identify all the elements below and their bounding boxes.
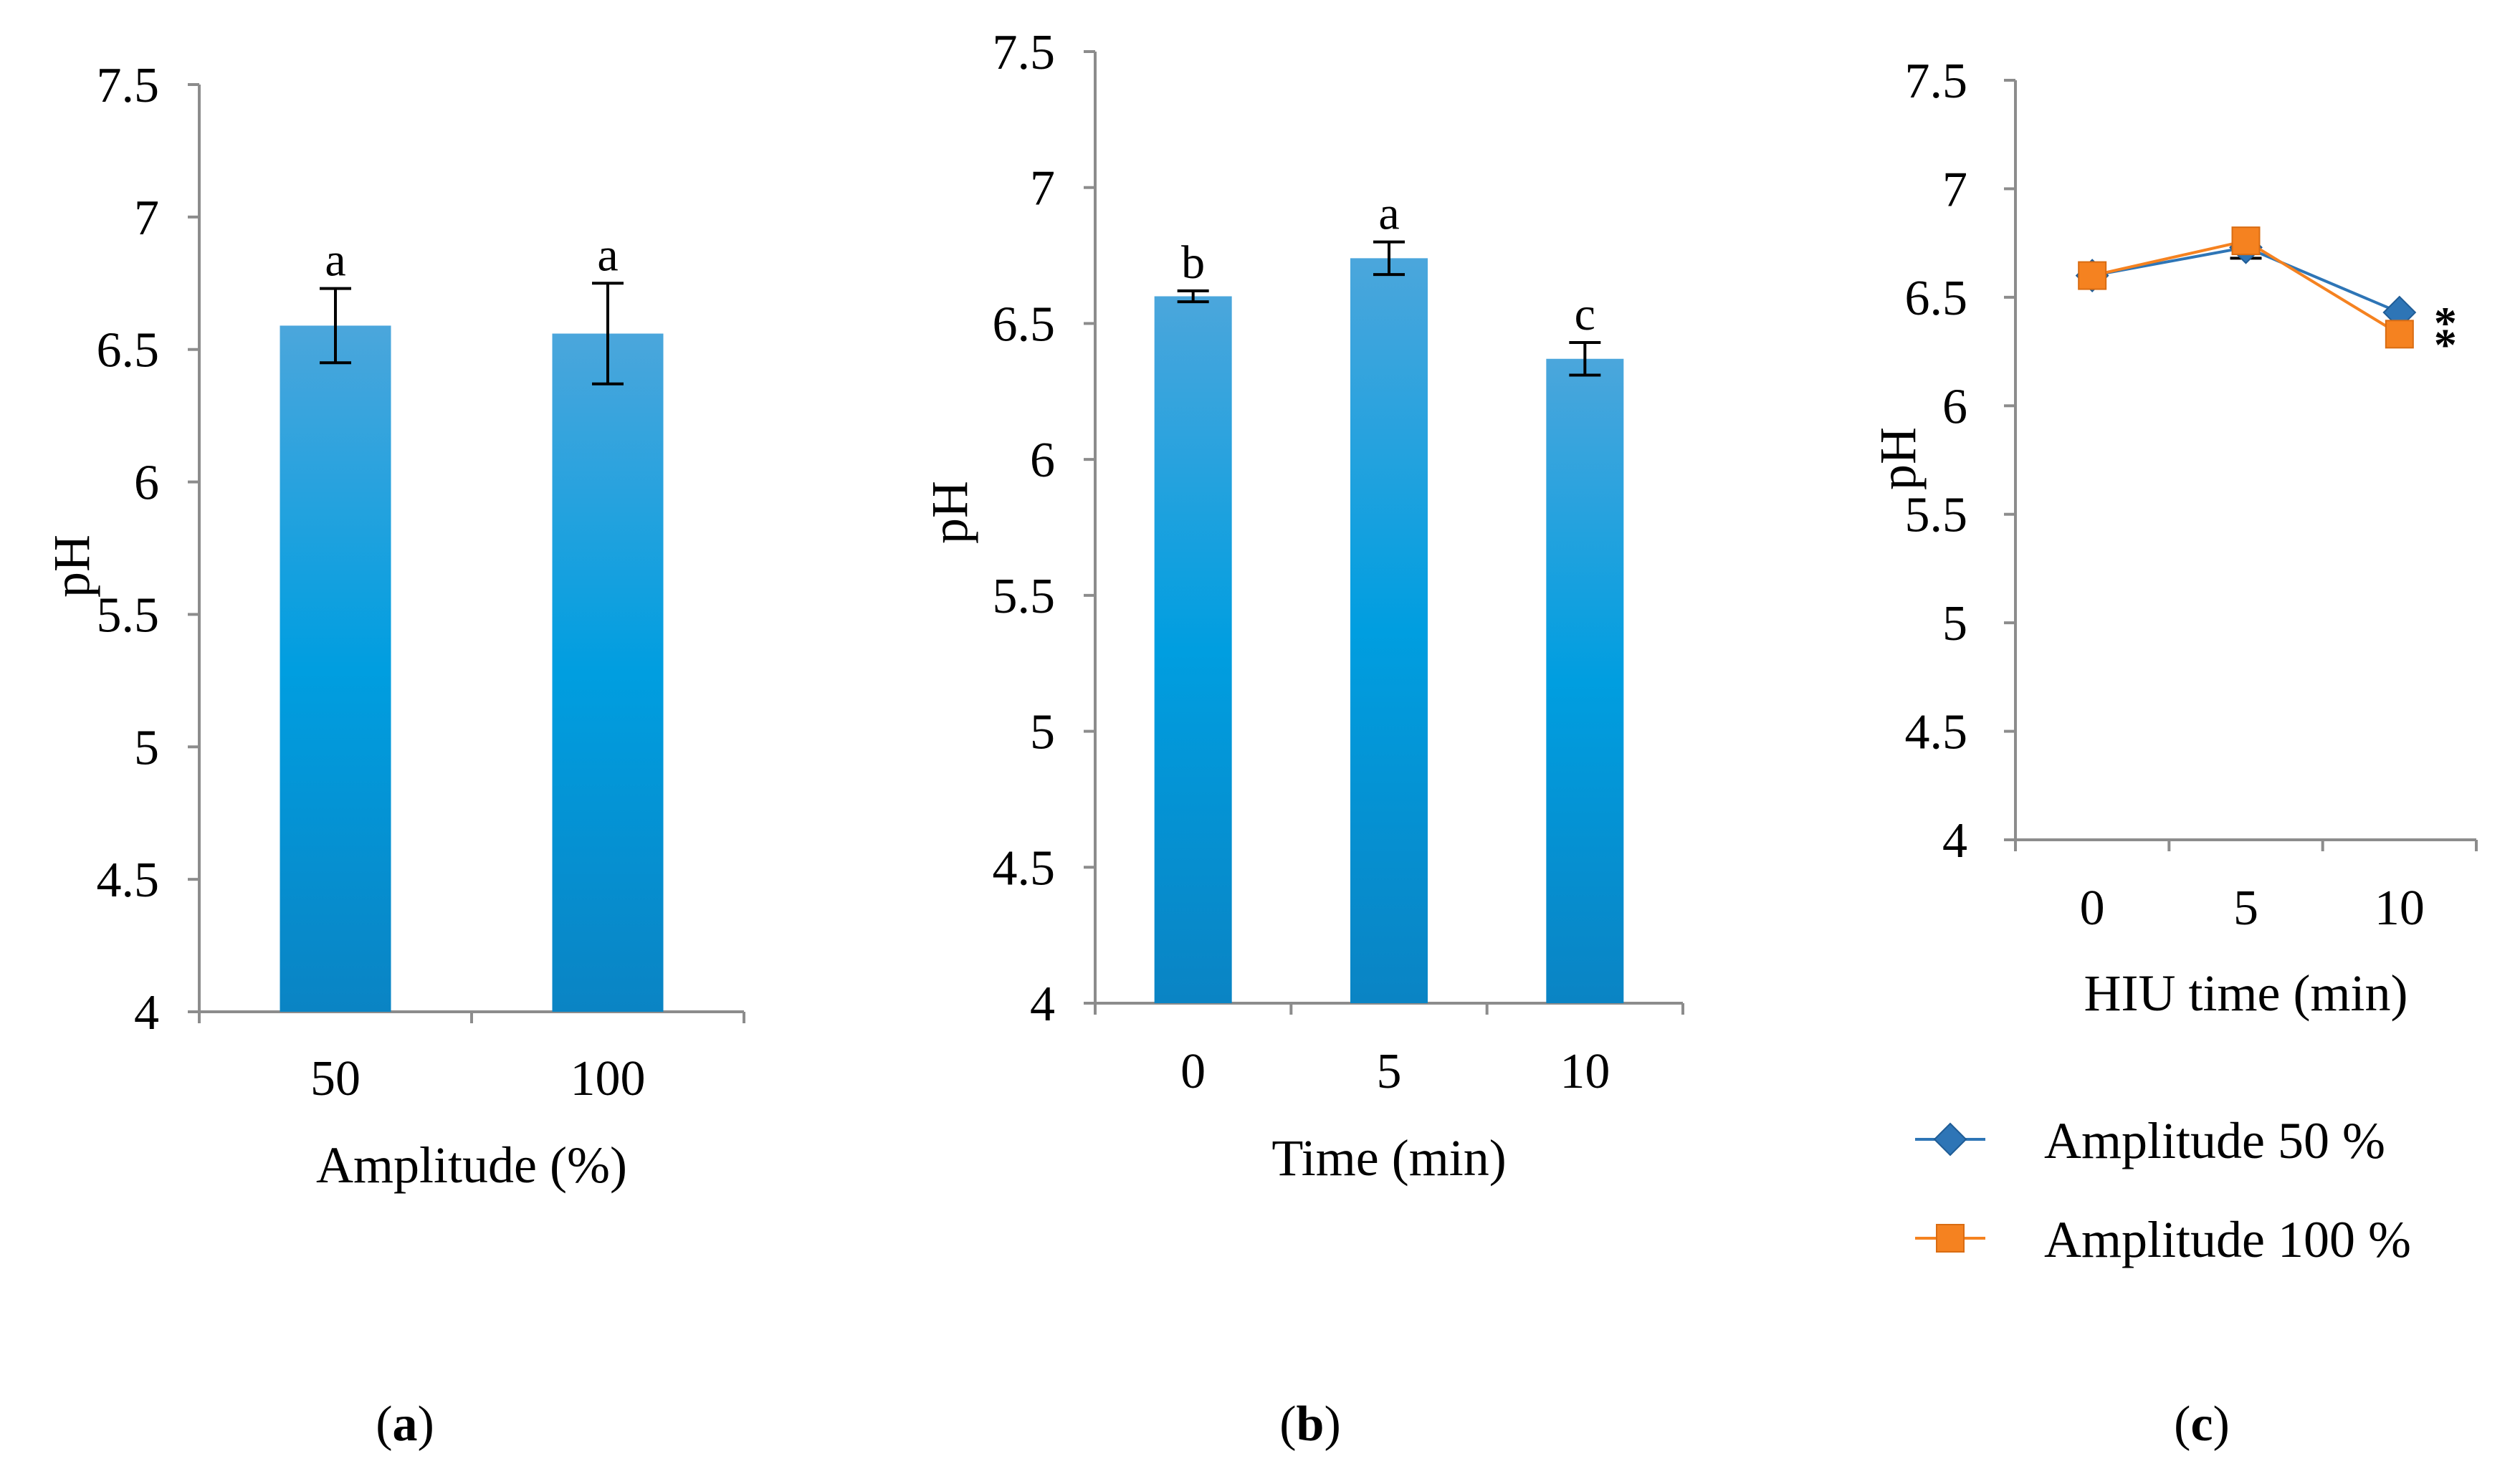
- y-axis-title: pH: [43, 535, 100, 598]
- y-tick-label: 4: [134, 985, 159, 1040]
- x-tick-label: 5: [2233, 881, 2258, 936]
- y-tick-label: 5.5: [97, 588, 160, 643]
- x-tick-label: 100: [571, 1051, 646, 1106]
- significance-label: a: [1378, 188, 1399, 240]
- y-tick-label: 7.5: [97, 58, 160, 113]
- y-tick-label: 5.5: [993, 569, 1056, 624]
- y-tick-label: 5: [134, 720, 159, 775]
- bar-50: [280, 325, 391, 1012]
- y-tick-label: 5: [1030, 705, 1055, 760]
- bar-10: [1546, 358, 1624, 1003]
- y-tick-label: 4.5: [97, 853, 160, 908]
- y-tick-label: 6.5: [97, 323, 160, 378]
- y-tick-label: 6.5: [1905, 271, 1968, 326]
- panel-label-open: (: [1279, 1397, 1296, 1452]
- x-axis-title: Amplitude (%): [316, 1136, 627, 1194]
- x-tick-label: 10: [2375, 881, 2425, 936]
- y-tick-label: 7: [1030, 161, 1055, 216]
- legend-label: Amplitude 100 %: [2044, 1211, 2411, 1268]
- series-point-square: [2231, 226, 2261, 256]
- legend-marker-diamond: [1933, 1122, 1967, 1157]
- panel-label-open: (: [2174, 1397, 2190, 1452]
- y-axis-title: pH: [1869, 427, 1927, 490]
- x-axis-title: HIU time (min): [2084, 964, 2408, 1022]
- y-tick-label: 6: [1030, 433, 1055, 488]
- y-tick-label: 4: [1942, 813, 1967, 868]
- legend-marker-square: [1936, 1224, 1965, 1253]
- panel-label-close: ): [1324, 1397, 1340, 1452]
- y-tick-label: 6.5: [993, 297, 1056, 352]
- significance-label: b: [1181, 236, 1205, 289]
- y-tick-label: 6: [134, 456, 159, 511]
- significance-star: *: [2434, 297, 2457, 348]
- panel-label-letter: a: [393, 1397, 418, 1452]
- y-tick-label: 4.5: [1905, 705, 1968, 760]
- panel-label-close: ): [2213, 1397, 2230, 1452]
- y-tick-label: 7.5: [1905, 54, 1968, 109]
- x-tick-label: 50: [310, 1051, 361, 1106]
- series-point-square: [2385, 320, 2414, 349]
- bar-100: [552, 333, 664, 1012]
- x-tick-label: 0: [2080, 881, 2105, 936]
- chart-panel-c: 4 4.5 5 5.5 6 6.5 7 7.5 0 5 10 HIU time (min) pH ** Am…: [1869, 54, 2478, 1452]
- bar-0: [1154, 296, 1232, 1003]
- y-tick-label: 5: [1942, 596, 1967, 651]
- panel-label: (c): [2174, 1397, 2230, 1452]
- legend-label: Amplitude 50 %: [2044, 1112, 2385, 1169]
- series-point-square: [2078, 261, 2107, 290]
- x-axis-title: Time (min): [1271, 1129, 1506, 1187]
- x-tick-label: 0: [1180, 1044, 1206, 1099]
- x-tick-label: 5: [1377, 1044, 1402, 1099]
- y-tick-label: 4.5: [993, 841, 1056, 896]
- y-tick-label: 6: [1942, 379, 1967, 434]
- panel-label-letter: b: [1297, 1397, 1325, 1452]
- significance-star: *: [2434, 319, 2457, 370]
- y-tick-label: 7.5: [993, 25, 1056, 80]
- significance-label: a: [597, 229, 618, 281]
- y-tick-label: 7: [134, 191, 159, 246]
- bar-5: [1350, 258, 1428, 1003]
- significance-label: a: [325, 234, 345, 287]
- y-axis-title: pH: [921, 481, 978, 544]
- y-tick-label: 4: [1030, 977, 1055, 1032]
- panel-label-close: ): [418, 1397, 434, 1452]
- panel-label-letter: c: [2190, 1397, 2213, 1452]
- y-tick-label: 7: [1942, 162, 1967, 217]
- significance-label: c: [1575, 288, 1595, 340]
- panel-label: (a): [376, 1397, 434, 1452]
- x-tick-label: 10: [1560, 1044, 1610, 1099]
- panel-label-open: (: [376, 1397, 392, 1452]
- y-tick-label: 5.5: [1905, 488, 1968, 543]
- panel-label: (b): [1279, 1397, 1341, 1452]
